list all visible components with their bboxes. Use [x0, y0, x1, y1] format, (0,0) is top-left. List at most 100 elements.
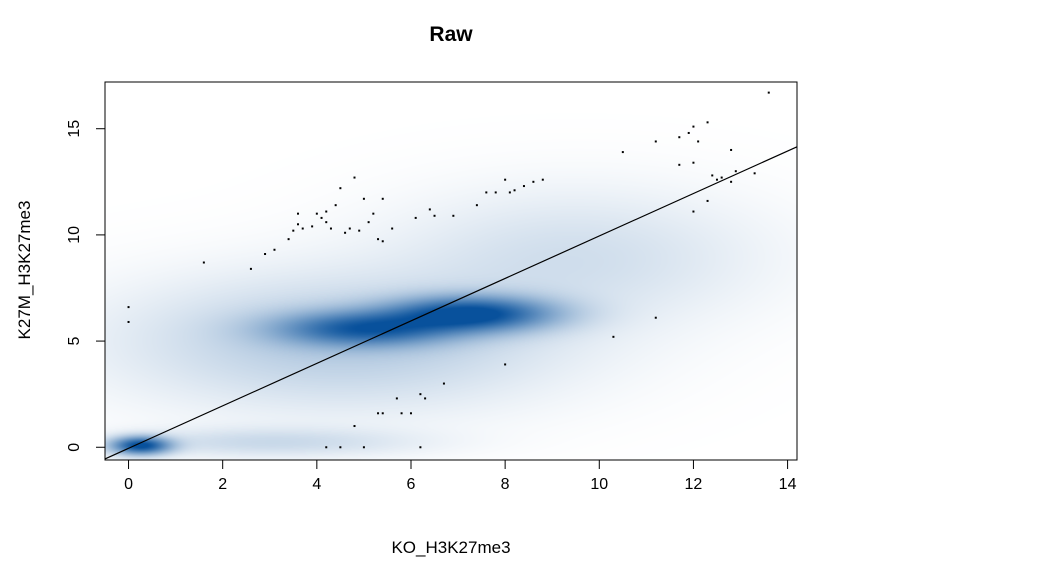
outlier-point	[654, 140, 657, 143]
outlier-point	[419, 446, 422, 449]
outlier-point	[475, 204, 478, 207]
x-axis-label: KO_H3K27me3	[391, 538, 510, 557]
outlier-point	[706, 199, 709, 202]
outlier-point	[414, 216, 417, 219]
density-cloud	[105, 82, 797, 460]
outlier-point	[362, 197, 365, 200]
reference-line	[104, 146, 798, 460]
outlier-point	[339, 446, 342, 449]
outlier-point	[734, 170, 737, 173]
outlier-point	[400, 412, 403, 415]
outlier-point	[301, 227, 304, 230]
x-tick-label: 6	[407, 476, 416, 493]
outlier-point	[320, 216, 323, 219]
outlier-point	[409, 412, 412, 415]
outlier-point	[381, 197, 384, 200]
outlier-point	[730, 148, 733, 151]
outlier-point	[372, 212, 375, 215]
chart-title: Raw	[429, 23, 473, 46]
outlier-point	[715, 178, 718, 181]
outlier-point	[532, 180, 535, 183]
outlier-point	[381, 412, 384, 415]
y-tick-label: 5	[66, 337, 83, 346]
outlier-point	[202, 261, 205, 264]
outlier-point	[362, 446, 365, 449]
outlier-point	[485, 191, 488, 194]
x-axis: 0 2 4 6 8 10 12 14	[124, 459, 797, 493]
outlier-point	[621, 151, 624, 154]
outlier-point	[353, 176, 356, 179]
outlier-point	[334, 204, 337, 207]
y-axis-label: K27M_H3K27me3	[15, 201, 34, 340]
outlier-point	[358, 229, 361, 232]
y-tick-label: 15	[66, 120, 83, 138]
outlier-point	[292, 229, 295, 232]
outlier-point	[678, 136, 681, 139]
outlier-point	[706, 121, 709, 124]
outlier-point	[311, 225, 314, 228]
outlier-point	[348, 227, 351, 230]
outlier-point	[692, 125, 695, 128]
outlier-point	[442, 382, 445, 385]
x-tick-label: 10	[590, 476, 608, 493]
outlier-point	[127, 320, 130, 323]
outlier-point	[377, 238, 380, 241]
x-tick-label: 8	[501, 476, 510, 493]
outlier-point	[395, 397, 398, 400]
outlier-point	[353, 425, 356, 428]
outlier-point	[687, 131, 690, 134]
outlier-point	[504, 363, 507, 366]
outlier-point	[692, 161, 695, 164]
outlier-point	[127, 306, 130, 309]
outlier-point	[494, 191, 497, 194]
outlier-point	[249, 267, 252, 270]
outlier-point	[315, 212, 318, 215]
outlier-point	[424, 397, 427, 400]
plot-area	[104, 82, 798, 460]
y-axis: 0 5 10 15	[66, 120, 106, 452]
outlier-point	[513, 189, 516, 192]
outlier-point	[287, 238, 290, 241]
x-tick-label: 12	[685, 476, 703, 493]
outlier-point	[273, 248, 276, 251]
outlier-point	[753, 172, 756, 175]
outlier-point	[697, 140, 700, 143]
outlier-point	[325, 221, 328, 224]
outlier-point	[541, 178, 544, 181]
outlier-point	[325, 446, 328, 449]
outlier-point	[377, 412, 380, 415]
outlier-point	[344, 231, 347, 234]
outlier-point	[508, 191, 511, 194]
outlier-point	[767, 91, 770, 94]
outlier-point	[678, 163, 681, 166]
x-tick-label: 4	[312, 476, 321, 493]
y-tick-label: 0	[66, 443, 83, 452]
outlier-point	[297, 223, 300, 226]
outlier-point	[339, 187, 342, 190]
outlier-point	[711, 174, 714, 177]
outlier-point	[419, 393, 422, 396]
outlier-point	[654, 316, 657, 319]
outlier-point	[612, 335, 615, 338]
outlier-point	[367, 221, 370, 224]
outlier-point	[325, 210, 328, 213]
outlier-point	[329, 227, 332, 230]
outlier-point	[730, 180, 733, 183]
x-tick-label: 14	[779, 476, 797, 493]
outlier-point	[692, 210, 695, 213]
x-tick-label: 0	[124, 476, 133, 493]
outlier-point	[452, 214, 455, 217]
outlier-point	[391, 227, 394, 230]
outlier-points	[127, 91, 770, 449]
outlier-point	[297, 212, 300, 215]
x-tick-label: 2	[218, 476, 227, 493]
outlier-point	[504, 178, 507, 181]
outlier-point	[264, 253, 267, 256]
outlier-point	[720, 176, 723, 179]
outlier-point	[428, 208, 431, 211]
outlier-point	[381, 240, 384, 243]
y-tick-label: 10	[66, 226, 83, 244]
outlier-point	[433, 214, 436, 217]
outlier-point	[522, 185, 525, 188]
